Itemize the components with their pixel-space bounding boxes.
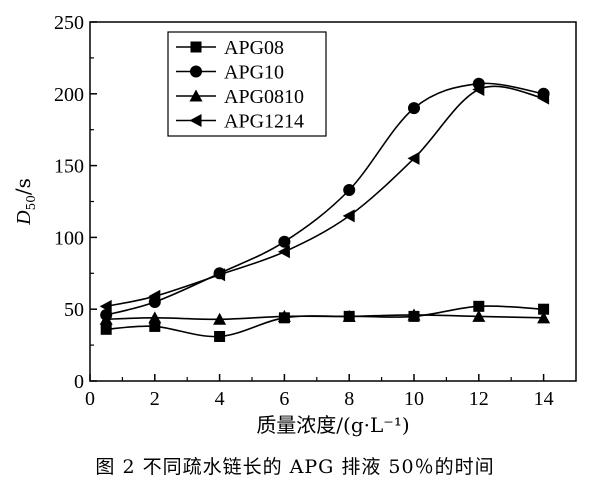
y-tick-label: 250	[54, 12, 84, 34]
x-tick-label: 4	[215, 388, 225, 410]
marker-triangle-up	[342, 309, 356, 322]
fit-curve-apg10	[105, 82, 544, 316]
axis-ticks	[89, 21, 545, 382]
marker-triangle-left	[213, 268, 226, 282]
y-tick-label: 150	[54, 156, 84, 178]
marker-triangle-up	[189, 89, 203, 102]
y-tick-label: 0	[74, 371, 84, 393]
y-tick-label: 100	[54, 227, 84, 249]
marker-triangle-left	[148, 289, 161, 303]
y-axis-label-sub: 50	[24, 195, 38, 210]
legend-label-apg0810: APG0810	[224, 86, 304, 108]
marker-square	[100, 323, 112, 335]
y-axis-label-unit: /s	[11, 178, 35, 195]
marker-triangle-left	[342, 209, 355, 223]
marker-square	[538, 303, 550, 315]
marker-circle	[278, 235, 291, 248]
marker-triangle-up	[213, 312, 227, 325]
tick-labels: 0 2 4 6 8 10 12 14 0 50 100 150 200 250	[54, 12, 554, 410]
figure-caption: 图 2 不同疏水链长的 APG 排液 50％的时间	[95, 456, 495, 478]
marker-triangle-left	[99, 299, 112, 313]
marker-square	[473, 300, 485, 312]
data-markers	[99, 77, 551, 342]
x-tick-label: 10	[404, 388, 424, 410]
marker-triangle-left	[537, 91, 550, 105]
marker-triangle-up	[99, 312, 113, 325]
marker-triangle-up	[277, 309, 291, 322]
marker-circle	[343, 184, 356, 197]
marker-triangle-left	[472, 82, 485, 96]
marker-triangle-up	[148, 311, 162, 324]
marker-triangle-left	[277, 245, 290, 259]
x-tick-label: 12	[469, 388, 489, 410]
marker-circle	[190, 65, 202, 78]
marker-triangle-left	[407, 151, 420, 165]
y-axis-label: D50/s	[11, 178, 38, 226]
y-tick-label: 200	[54, 84, 84, 106]
legend-label-apg10: APG10	[224, 62, 284, 84]
x-tick-label: 6	[279, 388, 289, 410]
y-axis-label-main: D	[13, 210, 35, 226]
fit-curve-apg1214	[106, 85, 544, 308]
marker-square	[190, 41, 202, 53]
legend-label-apg1214: APG1214	[224, 111, 304, 133]
marker-circle	[408, 102, 420, 115]
y-tick-label: 50	[64, 299, 84, 321]
marker-triangle-up	[407, 308, 421, 321]
x-tick-label: 2	[150, 388, 160, 410]
x-tick-label: 8	[344, 388, 354, 410]
x-tick-label: 0	[85, 388, 95, 410]
marker-square	[214, 330, 226, 342]
marker-triangle-up	[472, 309, 486, 322]
fit-curve-apg0810	[106, 314, 544, 321]
legend-label-apg08: APG08	[224, 37, 284, 59]
marker-square	[149, 320, 161, 332]
x-tick-label: 14	[534, 388, 554, 410]
x-axis-label: 质量浓度/(g·L⁻¹)	[256, 413, 409, 437]
marker-triangle-up	[537, 311, 551, 324]
marker-triangle-left	[189, 114, 202, 127]
